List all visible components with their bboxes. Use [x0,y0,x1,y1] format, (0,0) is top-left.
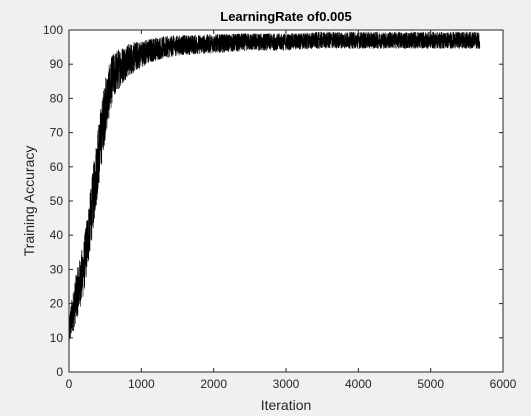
y-tick-label: 20 [50,297,64,311]
x-tick-label: 5000 [417,377,444,391]
y-tick-label: 50 [50,194,64,208]
x-tick-label: 1000 [128,377,155,391]
y-tick-label: 0 [56,365,63,379]
x-tick-label: 2000 [200,377,227,391]
accuracy-series-line [68,31,481,341]
x-axis-label: Iteration [261,397,312,413]
y-tick-label: 10 [50,331,64,345]
axes: 0 1000 2000 3000 4000 5000 6000 0 10 20 30 40 50 60 70… [43,23,517,391]
y-tick-label: 80 [50,91,64,105]
plot-area [69,30,503,372]
series-layer [68,31,481,341]
x-tick-label: 3000 [273,377,300,391]
y-tick-label: 40 [50,228,64,242]
y-tick-label: 100 [43,23,63,37]
chart-title: LearningRate of0.005 [220,9,352,24]
x-tick-label: 6000 [490,377,517,391]
y-tick-label: 70 [50,126,64,140]
x-tick-label: 0 [66,377,73,391]
x-tick-label: 4000 [345,377,372,391]
y-tick-label: 30 [50,262,64,276]
y-tick-label: 60 [50,160,64,174]
y-axis-label: Training Accuracy [21,146,37,257]
y-tick-label: 90 [50,57,64,71]
